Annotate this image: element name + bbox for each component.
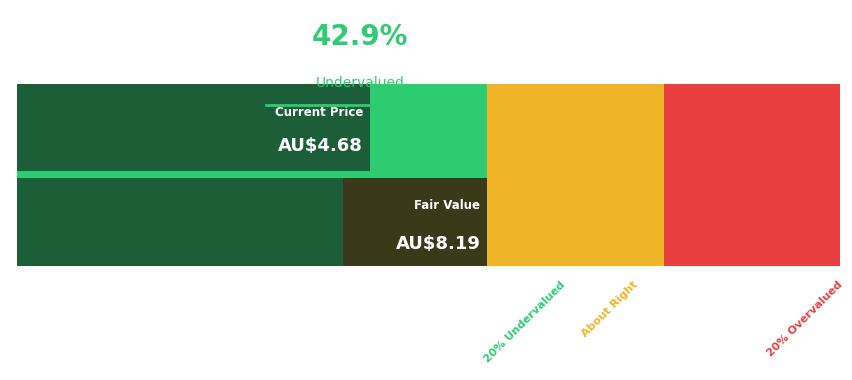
Bar xyxy=(486,84,663,266)
Bar xyxy=(17,179,486,266)
Text: 42.9%: 42.9% xyxy=(312,23,408,51)
Text: AU$4.68: AU$4.68 xyxy=(278,137,363,155)
Bar xyxy=(17,84,370,171)
Bar xyxy=(663,84,839,266)
Text: Current Price: Current Price xyxy=(274,106,363,119)
Text: Undervalued: Undervalued xyxy=(315,76,404,90)
Text: About Right: About Right xyxy=(579,279,639,339)
Text: 20% Undervalued: 20% Undervalued xyxy=(482,279,567,364)
FancyBboxPatch shape xyxy=(200,84,370,171)
FancyBboxPatch shape xyxy=(343,179,486,266)
Bar xyxy=(17,84,486,266)
Text: Fair Value: Fair Value xyxy=(414,199,480,212)
Text: AU$8.19: AU$8.19 xyxy=(395,235,480,253)
Text: 20% Overvalued: 20% Overvalued xyxy=(764,279,843,358)
